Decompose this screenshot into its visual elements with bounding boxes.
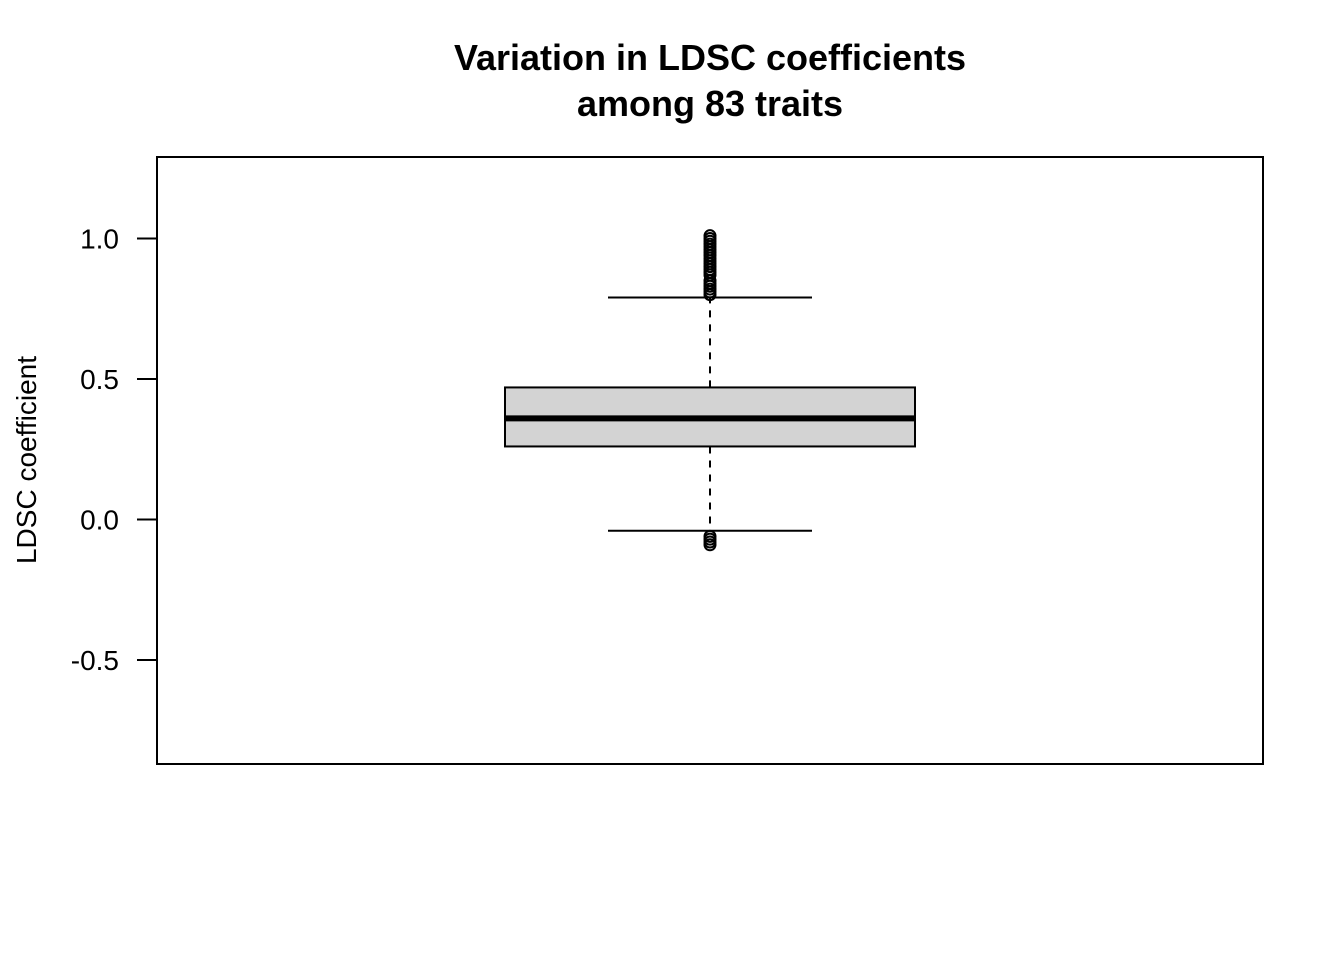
outlier-point [703, 538, 717, 552]
chart-subtitle: among 83 traits [577, 83, 843, 124]
y-tick-label: -0.5 [71, 645, 119, 676]
box-group [504, 296, 916, 532]
outlier-group [703, 229, 717, 552]
y-axis-label: LDSC coefficient [11, 356, 42, 564]
outlier-point [703, 229, 717, 243]
y-tick-label: 0.5 [80, 364, 119, 395]
chart-title: Variation in LDSC coefficients [454, 37, 966, 78]
y-axis: -0.5 0.0 0.5 1.0 [71, 223, 158, 676]
y-tick-label: 1.0 [80, 223, 119, 254]
y-tick-label: 0.0 [80, 505, 119, 536]
